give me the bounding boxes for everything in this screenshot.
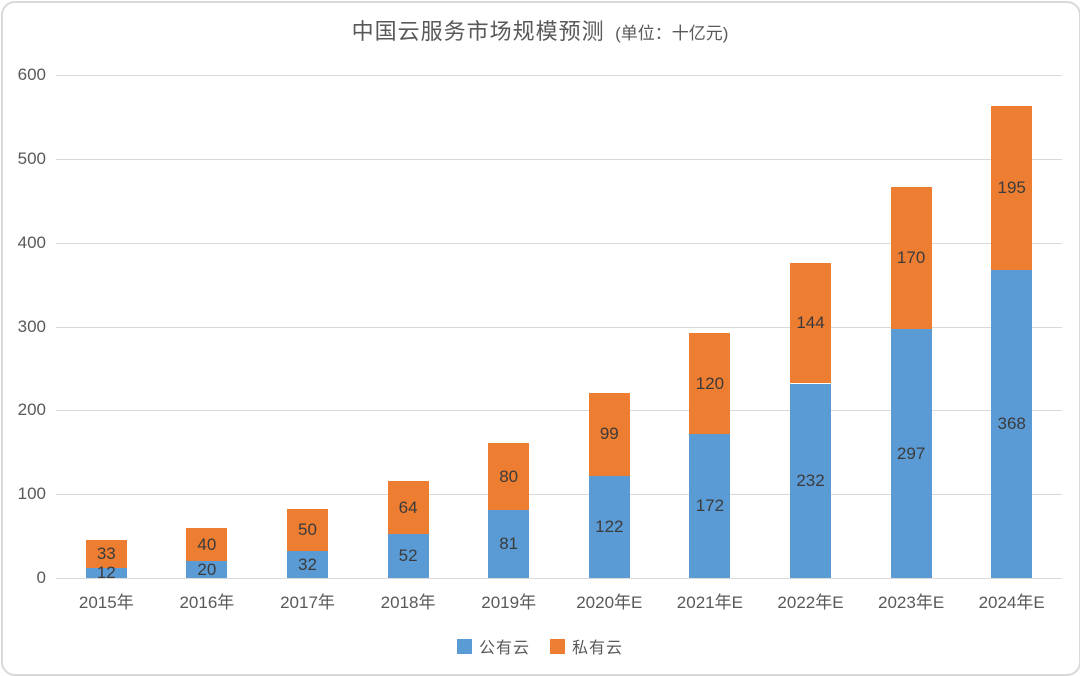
bar-segment-public-cloud — [85, 567, 127, 578]
value-label: 32 — [298, 554, 317, 574]
value-label: 120 — [695, 373, 725, 393]
bar-segment-public-cloud — [186, 561, 228, 578]
x-tick-label: 2016年 — [179, 593, 235, 612]
value-label: 80 — [499, 466, 519, 486]
gridline — [56, 494, 1062, 496]
y-tick-label: 600 — [17, 65, 46, 84]
bar-segment-public-cloud — [890, 329, 932, 578]
bar-segment-private-cloud — [588, 392, 630, 476]
bar-segment-private-cloud — [287, 509, 328, 552]
x-tick-label: 2023年E — [878, 593, 945, 612]
value-label: 20 — [197, 559, 217, 579]
value-label: 40 — [197, 534, 217, 554]
chart-title-text: 中国云服务市场规模预测 — [351, 19, 605, 44]
legend-swatch-private-cloud-icon — [550, 638, 565, 654]
chart-title: 中国云服务市场规模预测 (单位：十亿元) — [0, 14, 1080, 46]
bar-segment-public-cloud — [689, 433, 731, 578]
bar-segment-public-cloud — [488, 510, 530, 578]
x-tick-label: 2018年 — [380, 593, 436, 612]
legend-item-public-cloud: 公有云 — [456, 634, 530, 658]
value-label: 122 — [595, 516, 624, 536]
bar-segment-private-cloud — [890, 186, 932, 329]
legend: 公有云 私有云 — [0, 634, 1080, 658]
bar-segment-private-cloud — [689, 333, 731, 434]
legend-swatch-public-cloud-icon — [456, 638, 472, 654]
bar-segment-private-cloud — [790, 262, 831, 384]
value-label: 368 — [997, 413, 1026, 433]
y-tick-label: 100 — [17, 484, 46, 504]
x-tick-label: 2020年E — [576, 593, 643, 612]
value-label: 232 — [796, 470, 825, 490]
bar-segment-private-cloud — [186, 527, 228, 562]
value-label: 50 — [298, 520, 317, 540]
y-tick-label: 200 — [17, 400, 46, 420]
x-tick-label: 2022年E — [777, 593, 844, 612]
x-tick-label: 2021年E — [676, 593, 743, 612]
value-label: 297 — [896, 443, 926, 463]
bar-segment-public-cloud — [287, 551, 328, 578]
gridline — [56, 410, 1062, 412]
y-tick-label: 300 — [17, 316, 46, 336]
gridline — [56, 578, 1062, 579]
value-label: 64 — [398, 497, 418, 517]
chart-title-unit: (单位：十亿元) — [615, 24, 729, 43]
gridline — [56, 242, 1062, 244]
value-label: 81 — [499, 534, 519, 553]
x-tick-label: 2024年E — [978, 593, 1045, 612]
y-tick-label: 0 — [36, 568, 46, 587]
bar-segment-public-cloud — [991, 269, 1033, 578]
bar-segment-public-cloud — [790, 383, 831, 578]
value-label: 52 — [398, 546, 418, 566]
y-tick-label: 500 — [17, 148, 46, 168]
legend-item-private-cloud: 私有云 — [550, 634, 623, 658]
bar-segment-private-cloud — [488, 443, 530, 511]
value-label: 170 — [896, 247, 926, 267]
value-label: 172 — [695, 495, 725, 515]
bar-segment-private-cloud — [387, 480, 429, 535]
value-label: 33 — [96, 544, 116, 564]
legend-label-public-cloud: 公有云 — [478, 640, 530, 657]
value-label: 12 — [96, 563, 116, 582]
legend-label-private-cloud: 私有云 — [572, 640, 624, 657]
x-tick-label: 2017年 — [280, 593, 335, 612]
x-tick-label: 2019年 — [481, 593, 537, 612]
value-label: 195 — [997, 177, 1026, 197]
gridline — [56, 326, 1062, 328]
gridline — [56, 158, 1062, 160]
y-tick-label: 400 — [17, 232, 46, 252]
bar-segment-private-cloud — [991, 106, 1033, 270]
bar-segment-public-cloud — [387, 534, 429, 578]
value-label: 144 — [796, 313, 825, 333]
gridline — [56, 75, 1062, 76]
x-tick-label: 2015年 — [78, 593, 134, 612]
bar-segment-private-cloud — [85, 540, 127, 568]
bar-segment-public-cloud — [588, 475, 630, 578]
value-label: 99 — [599, 424, 619, 444]
